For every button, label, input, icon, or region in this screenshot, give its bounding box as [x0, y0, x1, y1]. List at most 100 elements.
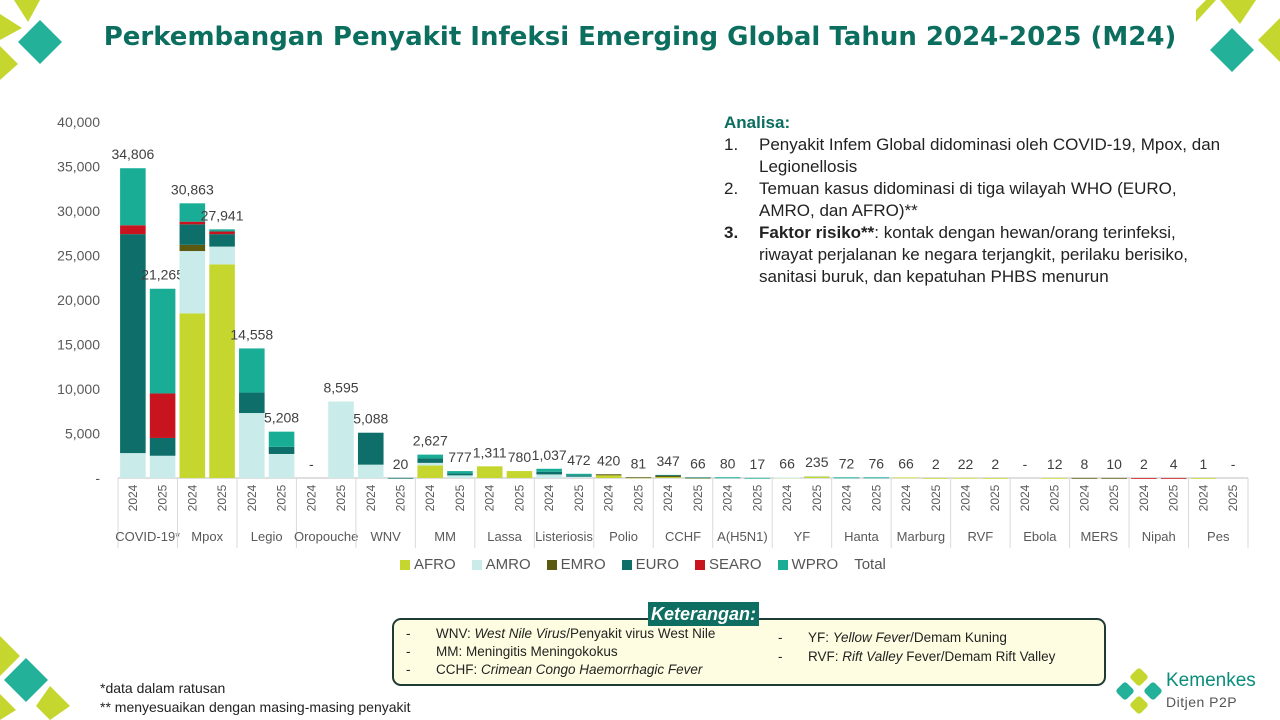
- year-label: 2024: [542, 484, 556, 511]
- bar-segment: [566, 473, 592, 476]
- page-title: Perkembangan Penyakit Infeksi Emerging G…: [103, 22, 1177, 52]
- year-label: 2024: [126, 484, 140, 511]
- total-label: 777: [448, 449, 472, 465]
- y-tick-label: 35,000: [57, 159, 100, 175]
- total-label: 76: [869, 455, 885, 471]
- bar-segment: [239, 348, 265, 393]
- bar-segment: [179, 224, 206, 245]
- total-label: 347: [656, 453, 680, 469]
- year-label: 2025: [750, 484, 764, 511]
- group-label: COVID-19*: [115, 529, 180, 544]
- total-label: -: [309, 456, 314, 472]
- bar-segment: [447, 471, 473, 474]
- corner-decoration-top-left: [0, 0, 62, 80]
- legend-label: EMRO: [560, 556, 606, 573]
- bar-segment: [387, 477, 414, 479]
- note-item: - MM: Meningitis Meningokokus: [406, 644, 618, 659]
- group-label: Lassa: [487, 529, 522, 544]
- bar-segment: [179, 244, 206, 252]
- y-tick-label: 30,000: [57, 203, 100, 219]
- group-label: Hanta: [844, 529, 879, 544]
- year-label: 2024: [959, 484, 973, 511]
- year-label: 2024: [185, 484, 199, 511]
- legend-swatch: [621, 559, 632, 570]
- year-label: 2025: [275, 484, 289, 511]
- year-label: 2025: [512, 484, 526, 511]
- year-label: 2025: [691, 484, 705, 511]
- bar-segment: [893, 477, 919, 479]
- total-label: 27,941: [201, 207, 244, 223]
- bar-segment: [655, 474, 681, 476]
- bar-segment: [536, 471, 562, 475]
- bar-segment: [209, 234, 235, 247]
- total-label: 1,311: [473, 444, 507, 460]
- year-label: 2024: [661, 484, 675, 511]
- year-label: 2024: [721, 484, 735, 511]
- analysis-heading: Analisa:: [724, 113, 791, 132]
- bar-segment: [417, 454, 444, 459]
- total-label: 66: [779, 455, 795, 471]
- year-label: 2024: [602, 484, 616, 511]
- footnotes: *data dalam ratusan ** menyesuaikan deng…: [100, 679, 411, 717]
- bar-segment: [595, 475, 622, 478]
- group-label: Ebola: [1023, 529, 1057, 544]
- bar-segment: [149, 393, 176, 438]
- bar-segment: [357, 432, 384, 465]
- year-label: 2025: [394, 484, 408, 511]
- total-label: 1: [1199, 456, 1207, 472]
- bar-segment: [804, 476, 830, 478]
- bar-segment: [149, 437, 176, 456]
- year-label: 2025: [156, 484, 170, 511]
- group-label: CCHF: [665, 529, 701, 544]
- total-label: 2: [991, 456, 999, 472]
- legend-label: SEARO: [709, 556, 762, 573]
- bar-segment: [417, 465, 444, 478]
- year-label: 2025: [572, 484, 586, 511]
- bar-segment: [209, 246, 235, 265]
- legend-item: SEARO: [695, 556, 762, 573]
- total-label: 780: [508, 449, 532, 465]
- total-label: 22: [958, 456, 974, 472]
- bar-segment: [179, 251, 206, 314]
- bar-segment: [209, 231, 235, 235]
- total-label: 8: [1081, 456, 1089, 472]
- total-label: 5,208: [264, 410, 299, 426]
- bar-segment: [179, 313, 206, 478]
- notes-title: Keterangan:: [648, 602, 760, 626]
- total-label: 80: [720, 455, 736, 471]
- total-label: 14,558: [230, 326, 273, 342]
- bar-segment: [268, 431, 295, 447]
- bar-segment: [655, 475, 681, 478]
- total-label: 2: [932, 456, 940, 472]
- year-label: 2024: [245, 484, 259, 511]
- total-label: 10: [1106, 456, 1122, 472]
- year-label: 2025: [1107, 484, 1121, 511]
- logo-subtitle: Ditjen P2P: [1166, 694, 1238, 710]
- bar-segment: [209, 229, 235, 232]
- total-label: 8,595: [324, 380, 359, 396]
- year-label: 2024: [1077, 484, 1091, 511]
- bar-segment: [209, 264, 235, 478]
- analysis-item-rest: : kontak dengan hewan/orang terinfeksi, …: [759, 223, 1189, 286]
- bar-segment: [476, 466, 503, 478]
- y-tick-label: 25,000: [57, 248, 100, 264]
- analysis-item: 1. Penyakit Infem Global didominasi oleh…: [724, 134, 1224, 178]
- bar-segment: [179, 203, 206, 222]
- bar-segment: [149, 455, 176, 478]
- year-label: 2024: [364, 484, 378, 511]
- stacked-bar-chart: - 5,000 10,000 15,000 20,000 25,000 30,000 35,0…: [57, 114, 1249, 548]
- total-label: 12: [1047, 456, 1063, 472]
- legend-item: AMRO: [471, 556, 531, 573]
- analysis-item-number: 3.: [724, 223, 739, 242]
- corner-decoration-top-right: [1196, 0, 1280, 72]
- year-label: 2024: [899, 484, 913, 511]
- year-label: 2025: [929, 484, 943, 511]
- year-label: 2024: [483, 484, 497, 511]
- bar-segment: [357, 464, 384, 478]
- total-label: 2: [1140, 456, 1148, 472]
- bar-segment: [239, 392, 265, 414]
- y-tick-label: -: [95, 470, 100, 486]
- bar-segment: [120, 225, 146, 235]
- bar-segment: [774, 477, 800, 479]
- bar-segment: [833, 477, 860, 479]
